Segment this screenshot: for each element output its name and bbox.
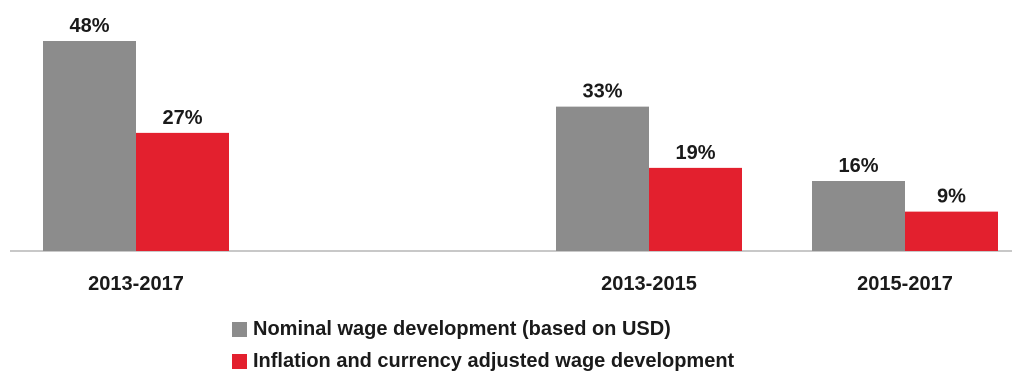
legend-swatch-nominal: [232, 321, 247, 337]
value-label-adjusted-2013-2017: 27%: [162, 107, 202, 129]
category-label-2013-2015: 2013-2015: [601, 273, 697, 295]
value-labels-group: 48% 27% 33% 19% 16% 9%: [69, 15, 966, 208]
legend-item-nominal: Nominal wage development (based on USD): [232, 313, 734, 345]
category-label-2013-2017: 2013-2017: [88, 273, 184, 295]
value-label-adjusted-2015-2017: 9%: [937, 186, 966, 208]
legend-label-adjusted: Inflation and currency adjusted wage dev…: [253, 349, 735, 372]
value-label-nominal-2013-2015: 33%: [582, 81, 622, 103]
value-label-nominal-2013-2017: 48%: [69, 15, 109, 37]
bar-nominal-2015-2017: [812, 181, 905, 251]
category-labels-group: 2013-2017 2013-2015 2015-2017: [88, 273, 953, 295]
category-label-2015-2017: 2015-2017: [857, 273, 953, 295]
bar-adjusted-2013-2017: [136, 132, 229, 251]
legend-item-adjusted: Inflation and currency adjusted wage dev…: [232, 345, 734, 377]
bar-adjusted-2013-2015: [649, 167, 742, 251]
legend-label-nominal: Nominal wage development (based on USD): [253, 317, 671, 340]
legend-swatch-adjusted: [232, 353, 247, 369]
bar-nominal-2013-2015: [556, 106, 649, 251]
value-label-adjusted-2013-2015: 19%: [675, 142, 715, 164]
bar-chart: 48% 27% 33% 19% 16% 9% 2013-2017 2013-2015 2015…: [10, 15, 1012, 295]
bar-nominal-2013-2017: [43, 41, 136, 251]
bar-adjusted-2015-2017: [905, 211, 998, 251]
legend: Nominal wage development (based on USD) …: [232, 313, 734, 377]
bars-group: [43, 41, 998, 251]
value-label-nominal-2015-2017: 16%: [838, 155, 878, 177]
